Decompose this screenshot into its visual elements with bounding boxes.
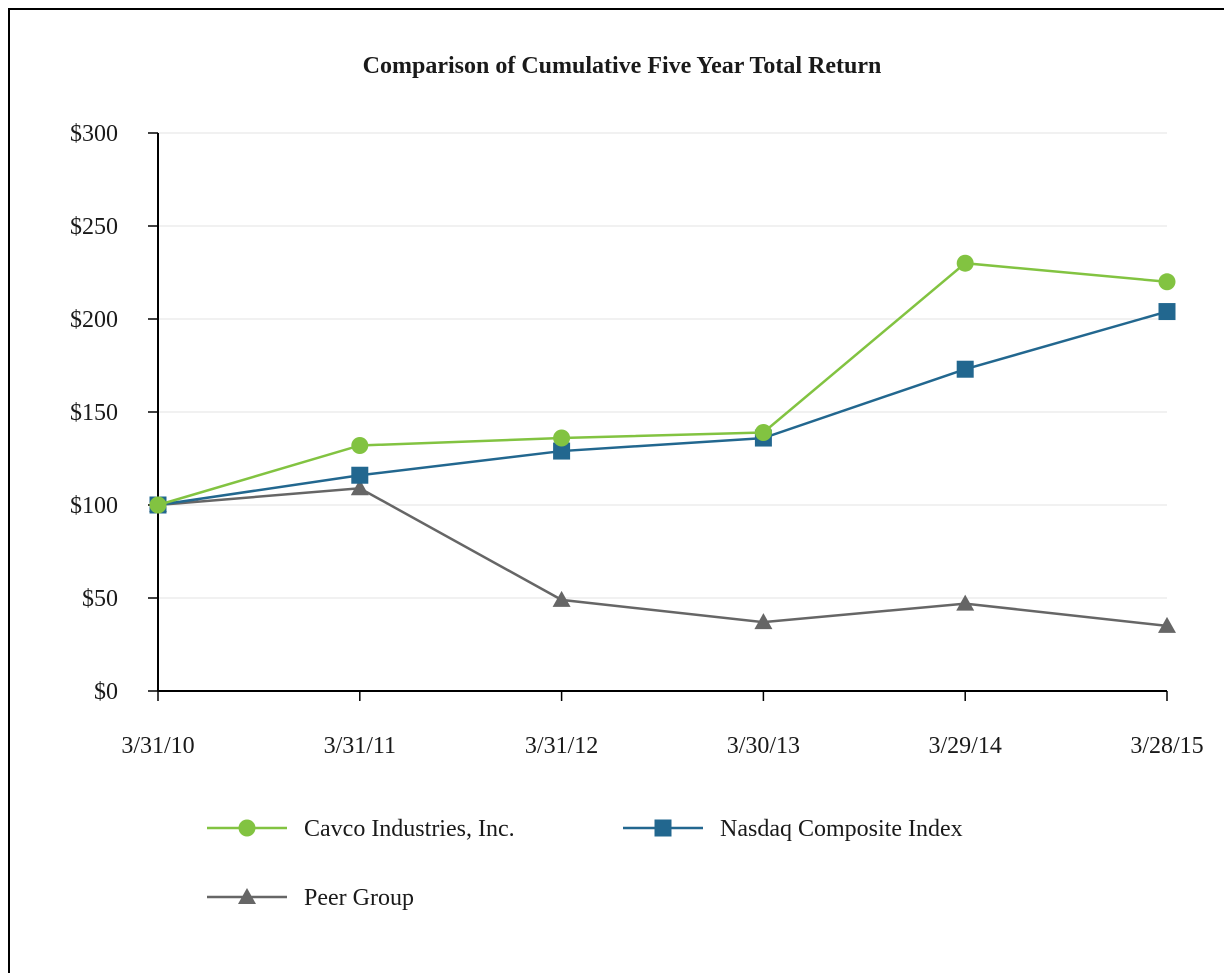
data-point <box>956 594 975 611</box>
data-point <box>553 442 571 460</box>
legend-label: Cavco Industries, Inc. <box>304 816 515 842</box>
y-tick-label: $0 <box>94 679 118 705</box>
grid <box>158 132 1167 599</box>
legend-marker <box>654 819 672 837</box>
legend: Cavco Industries, Inc. Nasdaq Composite I… <box>207 816 963 911</box>
legend-item-2: Peer Group <box>207 885 414 911</box>
data-point <box>149 496 167 514</box>
legend-item-0: Cavco Industries, Inc. <box>207 816 515 842</box>
y-tick-label: $50 <box>82 586 118 612</box>
series-0 <box>149 254 1176 514</box>
y-tick-label: $150 <box>70 400 118 426</box>
legend-marker <box>238 819 256 837</box>
legend-item-1: Nasdaq Composite Index <box>623 816 963 842</box>
series-layer <box>149 254 1176 633</box>
x-tick-label: 3/31/12 <box>525 733 598 759</box>
data-point <box>350 479 369 496</box>
legend-label: Nasdaq Composite Index <box>720 816 963 842</box>
chart-title: Comparison of Cumulative Five Year Total… <box>363 53 882 79</box>
legend-label: Peer Group <box>304 885 414 911</box>
data-point <box>351 436 369 454</box>
y-tick-label: $200 <box>70 307 118 333</box>
data-point <box>552 590 571 607</box>
series-line <box>157 486 1168 628</box>
series-2 <box>149 479 1176 633</box>
chart-frame <box>8 8 1224 973</box>
data-point <box>956 254 974 272</box>
y-tick-label: $250 <box>70 214 118 240</box>
data-point <box>754 423 772 441</box>
series-1 <box>149 303 1176 514</box>
series-line <box>157 310 1168 507</box>
x-tick-label: 3/31/11 <box>324 733 396 759</box>
x-tick-label: 3/30/13 <box>727 733 800 759</box>
series-line <box>157 261 1168 507</box>
data-point <box>1158 616 1176 633</box>
data-point <box>1158 273 1176 291</box>
x-tick-label: 3/31/10 <box>121 733 194 759</box>
data-point <box>956 360 974 378</box>
data-point <box>1158 303 1176 321</box>
x-tick-label: 3/28/15 <box>1130 733 1203 759</box>
y-tick-label: $300 <box>70 121 118 147</box>
data-point <box>754 613 773 630</box>
data-point <box>351 466 369 484</box>
axes: $0 $50 $100 $150 $200 $250 $300 3/31/10 3/31/11 3… <box>70 121 1204 759</box>
x-tick-label: 3/29/14 <box>929 733 1002 759</box>
y-tick-label: $100 <box>70 493 118 519</box>
legend-marker <box>238 888 256 904</box>
data-point <box>553 429 571 447</box>
